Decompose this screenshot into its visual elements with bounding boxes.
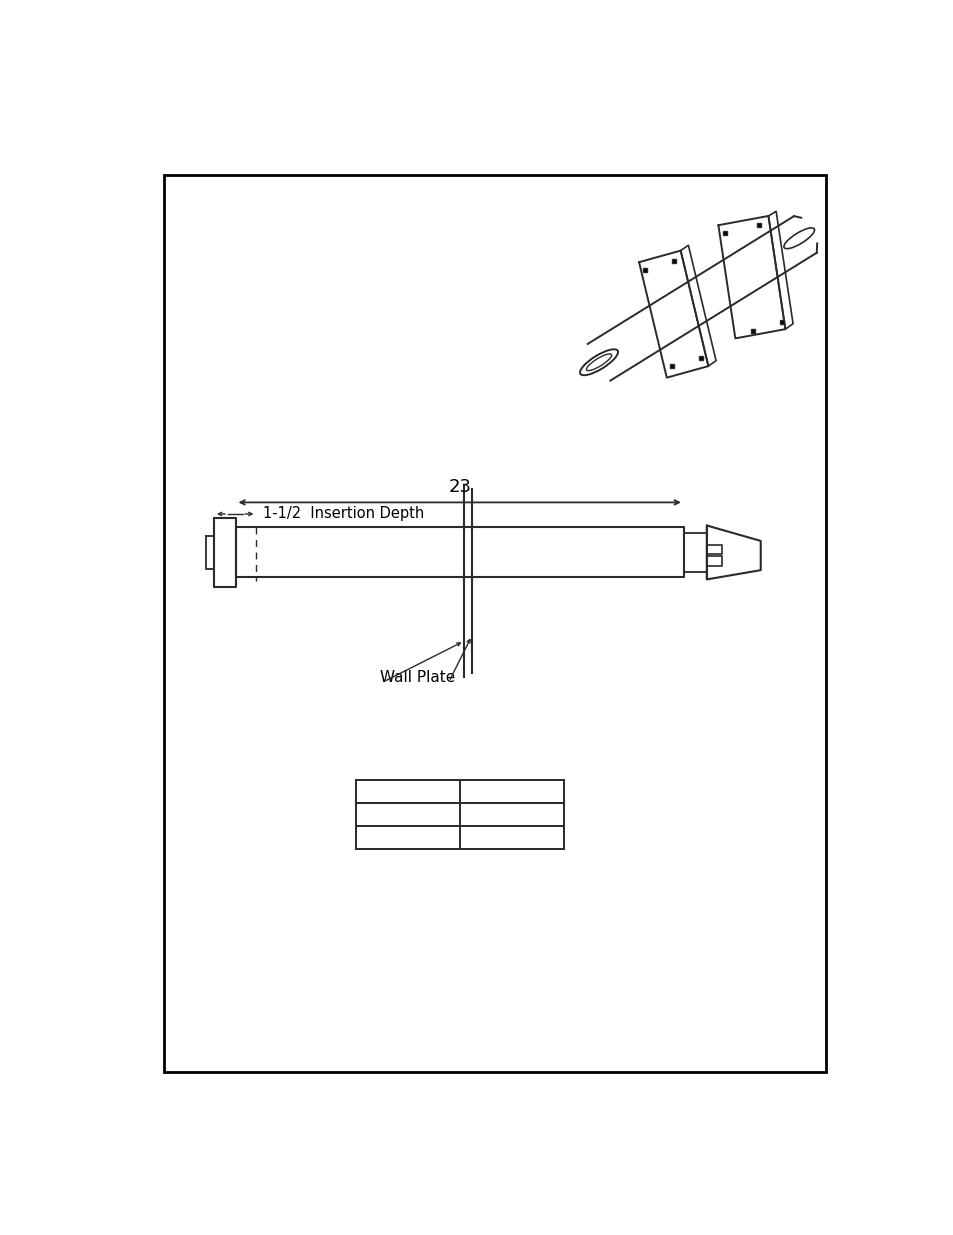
Ellipse shape <box>586 354 611 370</box>
Text: 23: 23 <box>448 478 471 496</box>
Ellipse shape <box>783 228 814 248</box>
Text: Wall Plate: Wall Plate <box>379 671 455 685</box>
Text: 1-1/2  Insertion Depth: 1-1/2 Insertion Depth <box>262 506 423 521</box>
Ellipse shape <box>579 350 618 375</box>
